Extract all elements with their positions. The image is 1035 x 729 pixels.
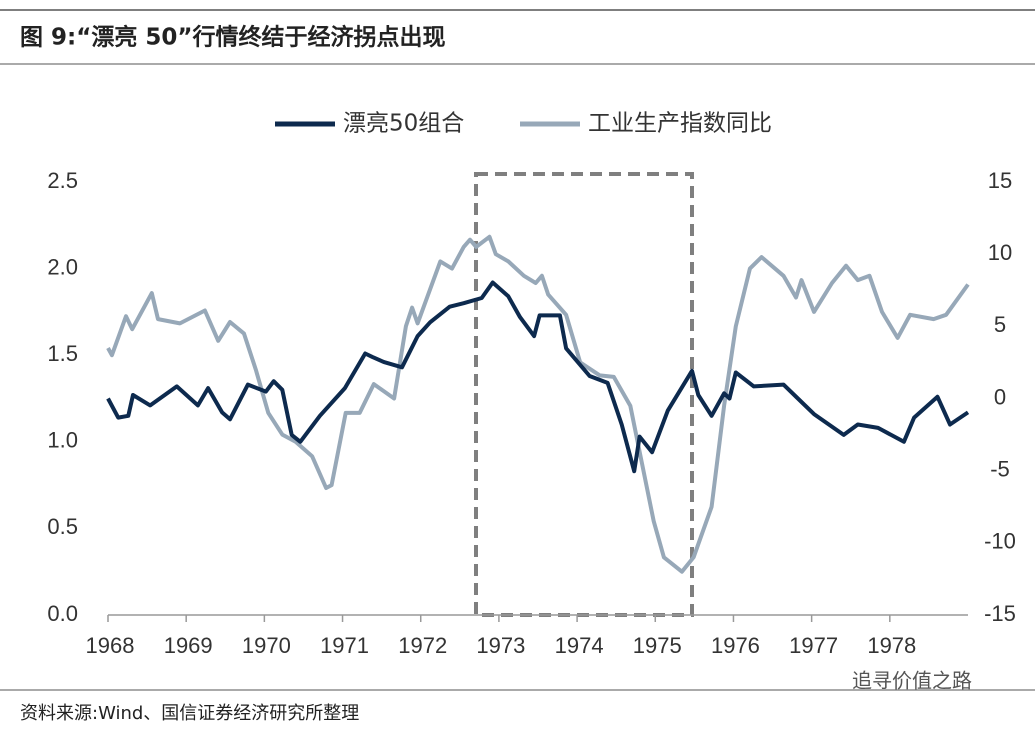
y2-tick-label: -10	[984, 529, 1016, 554]
y-tick-label: 2.0	[47, 254, 78, 279]
y-tick-label: 0.5	[47, 514, 78, 539]
y2-tick-label: 5	[994, 312, 1006, 337]
y-tick-label: 1.0	[47, 428, 78, 453]
y2-tick-label: 10	[988, 240, 1012, 265]
chart-title: 图 9:“漂亮 50”行情终结于经济拐点出现	[20, 24, 445, 51]
y-tick-label: 0.0	[47, 601, 78, 626]
legend-label: 漂亮50组合	[343, 111, 464, 137]
x-tick-label: 1971	[320, 633, 369, 658]
x-tick-label: 1970	[242, 633, 291, 658]
x-tick-label: 1972	[398, 633, 447, 658]
legend-label: 工业生产指数同比	[588, 111, 772, 137]
x-tick-label: 1978	[867, 633, 916, 658]
y-tick-label: 1.5	[47, 341, 78, 366]
y2-tick-label: -15	[984, 601, 1016, 626]
x-tick-label: 1968	[86, 633, 135, 658]
x-tick-label: 1977	[789, 633, 838, 658]
y-tick-label: 2.5	[47, 168, 78, 193]
source: 资料来源:Wind、国信证券经济研究所整理	[20, 703, 359, 724]
y2-tick-label: 0	[994, 384, 1006, 409]
watermark: 追寻价值之路	[852, 669, 972, 693]
x-tick-label: 1976	[711, 633, 760, 658]
series-line	[106, 280, 970, 474]
series-line	[106, 234, 970, 574]
x-tick-label: 1973	[476, 633, 525, 658]
x-tick-label: 1975	[633, 633, 682, 658]
x-tick-label: 1974	[555, 633, 604, 658]
y2-tick-label: 15	[988, 168, 1012, 193]
x-tick-label: 1969	[164, 633, 213, 658]
y2-tick-label: -5	[990, 456, 1010, 481]
